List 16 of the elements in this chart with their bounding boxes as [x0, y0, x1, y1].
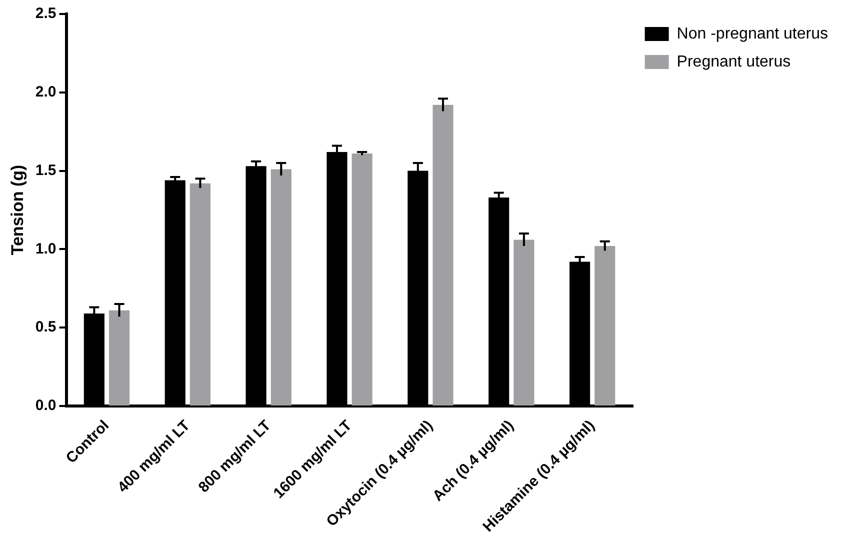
y-tick-label: 1.5 [35, 162, 56, 179]
legend-label: Non -pregnant uterus [676, 25, 828, 42]
bar [190, 183, 210, 406]
y-tick-label: 2.0 [35, 84, 56, 101]
y-tick-label: 0.5 [35, 318, 56, 336]
legend-label: Pregnant uterus [676, 53, 791, 70]
y-axis-title: Tension (g) [8, 164, 27, 256]
bar [352, 154, 372, 406]
y-tick-label: 1.0 [35, 240, 56, 258]
bar [270, 169, 292, 406]
bar [514, 240, 534, 406]
bar [108, 310, 130, 406]
bar [594, 246, 616, 406]
y-tick-label: 0.0 [35, 397, 56, 414]
y-tick-label: 2.5 [35, 5, 56, 22]
bar [432, 104, 454, 406]
